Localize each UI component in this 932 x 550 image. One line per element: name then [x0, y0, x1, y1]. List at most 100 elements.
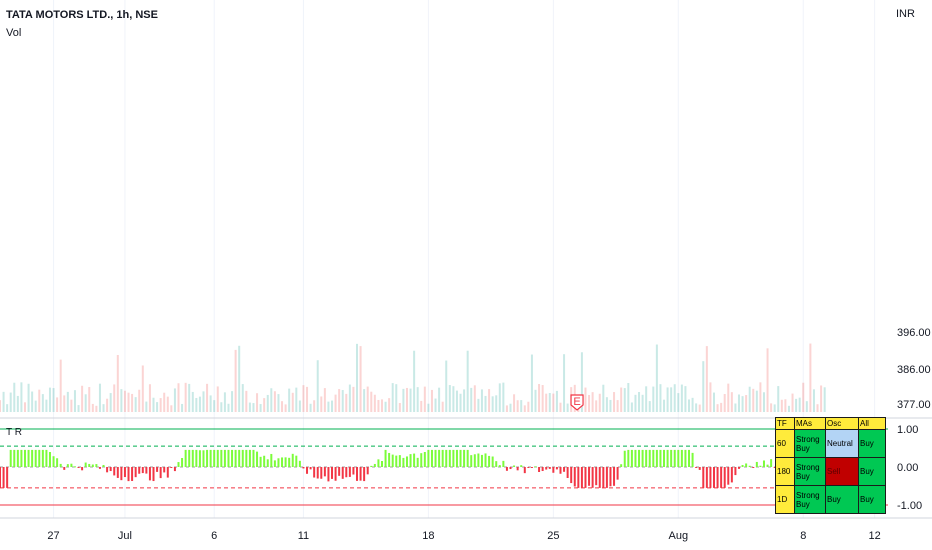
osc-bar: [652, 449, 655, 467]
volume-bar: [430, 389, 433, 412]
volume-bar: [434, 398, 437, 412]
osc-bar: [384, 449, 387, 467]
volume-bar: [327, 401, 330, 412]
volume-bar: [555, 390, 558, 412]
symbol-title[interactable]: TATA MOTORS LTD., 1h, NSE: [6, 9, 158, 21]
osc-bar: [295, 455, 298, 467]
volume-bar: [595, 400, 598, 412]
osc-bar: [152, 467, 155, 482]
osc-bar: [123, 467, 126, 478]
volume-bar: [459, 393, 462, 412]
osc-bar: [745, 463, 748, 467]
earnings-marker[interactable]: E: [570, 394, 584, 411]
header-all: All: [858, 417, 886, 430]
volume-bar: [380, 399, 383, 412]
rating-row: 180 Strong Buy Sell Buy: [775, 457, 886, 486]
volume-bar: [377, 399, 380, 412]
volume-bar: [488, 389, 491, 412]
osc-bar: [256, 451, 259, 467]
osc-bar: [323, 467, 326, 477]
header-osc: Osc: [825, 417, 859, 430]
volume-bar: [359, 346, 362, 412]
volume-bar: [259, 404, 262, 412]
volume-bar: [20, 382, 23, 412]
osc-bar: [373, 463, 376, 467]
osc-bar: [673, 449, 676, 467]
osc-bar: [159, 467, 162, 479]
volume-bar: [566, 403, 569, 412]
volume-bar: [13, 382, 16, 412]
osc-bar: [366, 467, 369, 475]
price-tick-label: 377.00: [897, 399, 931, 411]
osc-bar: [695, 467, 698, 468]
osc-bar: [9, 449, 12, 467]
volume-bar: [159, 398, 162, 412]
volume-bar: [427, 403, 430, 412]
osc-bar: [438, 449, 441, 467]
osc-bar: [488, 455, 491, 467]
volume-bar: [102, 404, 105, 412]
osc-bar: [595, 467, 598, 486]
osc-bar: [748, 465, 751, 467]
volume-bar: [252, 403, 255, 412]
osc-bar: [302, 467, 305, 469]
osc-bar: [348, 467, 351, 477]
volume-bar: [170, 405, 173, 412]
volume-bar: [520, 400, 523, 412]
osc-bar: [52, 456, 55, 467]
volume-bar: [752, 388, 755, 412]
osc-bar: [309, 467, 312, 470]
osc-bar: [413, 453, 416, 467]
volume-bar: [663, 399, 666, 412]
osc-bar: [762, 460, 765, 467]
osc-bar: [727, 467, 730, 485]
volume-bar: [338, 389, 341, 412]
osc-bar: [613, 467, 616, 486]
volume-bar: [227, 403, 230, 412]
rating-row: 60 Strong Buy Neutral Buy: [775, 429, 886, 458]
volume-bar: [52, 388, 55, 412]
osc-bar: [181, 458, 184, 467]
osc-bar: [709, 467, 712, 488]
volume-bar: [784, 399, 787, 412]
volume-bar: [798, 397, 801, 412]
volume-bar: [559, 402, 562, 412]
volume-bar: [673, 384, 676, 412]
indicator-label[interactable]: T R: [6, 427, 22, 438]
volume-bar: [34, 400, 37, 412]
volume-bar: [352, 386, 355, 412]
osc-bar: [259, 456, 262, 467]
volume-bar: [552, 393, 555, 412]
volume-bar: [145, 401, 148, 412]
volume-bar: [141, 365, 144, 412]
volume-bar: [345, 393, 348, 412]
volume-bar: [370, 391, 373, 412]
volume-bar: [680, 384, 683, 412]
volume-label[interactable]: Vol: [6, 27, 22, 39]
volume-bar: [416, 387, 419, 412]
osc-bar: [77, 467, 80, 468]
volume-bar: [41, 394, 44, 412]
osc-bar: [755, 461, 758, 467]
volume-bar: [470, 387, 473, 412]
volume-bar: [755, 390, 758, 412]
volume-bar: [398, 403, 401, 412]
osc-bar: [552, 467, 555, 473]
osc-bar: [359, 467, 362, 481]
volume-bar: [509, 403, 512, 412]
volume-bar: [809, 343, 812, 412]
volume-bar: [802, 382, 805, 412]
volume-bar: [684, 386, 687, 412]
volume-bar: [795, 398, 798, 412]
volume-bar: [273, 391, 276, 412]
volume-bar: [448, 385, 451, 412]
volume-bar: [513, 394, 516, 412]
volume-bar: [666, 387, 669, 412]
osc-bar: [88, 463, 91, 467]
volume-bar: [45, 399, 48, 412]
osc-bar: [559, 467, 562, 474]
volume-bar: [613, 392, 616, 412]
earnings-icon[interactable]: [570, 394, 584, 411]
osc-bar: [645, 449, 648, 467]
